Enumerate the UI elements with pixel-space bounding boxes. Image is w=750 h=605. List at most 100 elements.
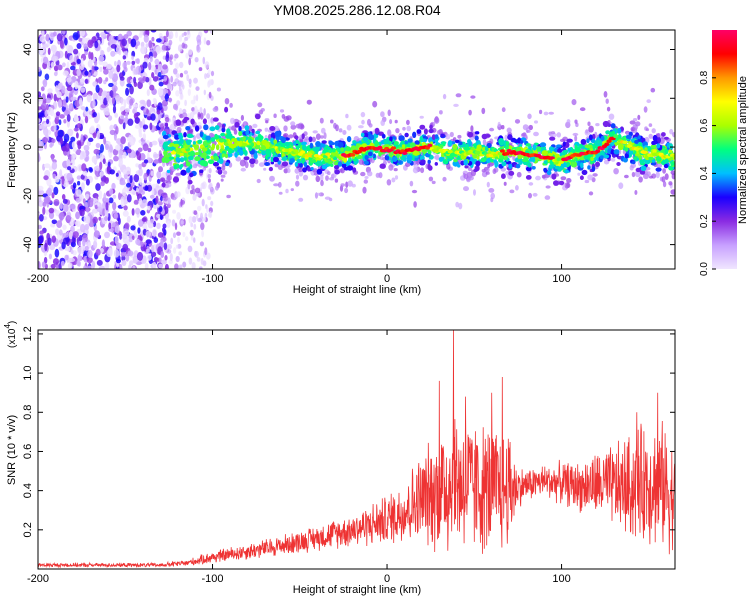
- spectrogram-cell: [214, 135, 220, 140]
- spectrogram-cell: [112, 148, 119, 156]
- spectrogram-cell: [184, 99, 188, 107]
- spectrogram-cell: [58, 119, 62, 126]
- spectrogram-cell: [489, 158, 494, 163]
- spectrogram-cell: [187, 88, 191, 97]
- spectrogram-cell: [208, 79, 213, 86]
- spectrogram-cell: [206, 206, 209, 213]
- spectrogram-cell: [166, 174, 172, 181]
- spectrogram-cell: [113, 249, 120, 258]
- colorbar-gradient: [712, 30, 737, 269]
- spectrogram-frame: [37, 29, 676, 270]
- spectrogram-cell: [119, 180, 126, 186]
- spectrogram-cell: [340, 167, 345, 174]
- spectrogram-cell: [99, 170, 105, 177]
- spectrogram-cell: [265, 150, 272, 155]
- spectrogram-cell: [154, 64, 159, 70]
- spectrogram-cell: [208, 91, 212, 99]
- spectrogram-cell: [192, 194, 197, 201]
- spectrogram-cell: [150, 170, 154, 176]
- spectrogram-cell: [319, 135, 325, 139]
- spectrogram-cell: [76, 68, 81, 77]
- spectrogram-cell: [657, 137, 661, 144]
- spectrogram-cell: [166, 169, 171, 174]
- spectrogram-cell: [78, 97, 83, 106]
- spectrogram-cell: [213, 155, 219, 161]
- spectrogram-cell: [49, 244, 55, 251]
- spectrogram-cell: [226, 128, 231, 135]
- spectrogram-cell: [196, 257, 201, 262]
- spectrogram-cell: [308, 147, 314, 152]
- spectrogram-cell: [260, 108, 265, 112]
- spectrogram-cell: [113, 132, 117, 141]
- spectrogram-cell: [539, 142, 547, 148]
- spectrogram-cell: [345, 181, 349, 188]
- spectrogram-cell: [476, 144, 482, 151]
- spectrogram-cell: [584, 129, 591, 136]
- spectrogram-cell: [132, 265, 136, 269]
- spectrogram-cell: [257, 102, 263, 108]
- spectrogram-cell: [387, 129, 392, 136]
- spectrogram-cell: [63, 237, 69, 245]
- spectrogram-cell: [532, 144, 537, 151]
- spectrogram-cell: [70, 241, 76, 248]
- spectrogram-cell: [64, 254, 69, 261]
- spectrogram-cell: [414, 140, 420, 146]
- spectrogram-cell: [319, 174, 324, 182]
- spectrogram-cell: [380, 119, 386, 126]
- spectrogram-cell: [87, 39, 94, 49]
- spectrogram-cell: [508, 145, 513, 150]
- spectrogram-cell: [639, 170, 646, 175]
- spectrogram-cell: [234, 151, 238, 158]
- spectrogram-cell: [39, 35, 46, 43]
- spectrogram-cell: [622, 157, 629, 163]
- spectrogram-cell: [175, 244, 179, 249]
- spectrogram-cell: [587, 165, 591, 170]
- spectrogram-cell: [204, 61, 210, 69]
- spectrogram-cell: [556, 144, 562, 148]
- spectrogram-cell: [120, 115, 125, 120]
- spectrogram-cell: [156, 257, 160, 262]
- spectrogram-cell: [139, 177, 142, 185]
- spectrogram-cell: [328, 140, 333, 145]
- spectrogram-cell: [192, 188, 196, 195]
- spectrogram-cell: [53, 93, 57, 102]
- spectrogram-cell: [497, 121, 501, 128]
- spectrogram-cell: [346, 124, 352, 131]
- spectrogram-cell: [44, 242, 48, 252]
- spectrogram-cell: [186, 74, 190, 82]
- spectrogram-cell: [196, 34, 202, 43]
- spectrogram-cell: [94, 60, 98, 67]
- spectrogram-cell: [361, 143, 367, 148]
- spectrogram-ridge-point: [622, 140, 628, 145]
- spectrogram-cell: [151, 72, 155, 79]
- spectrogram-cell: [110, 50, 116, 57]
- spectrogram-cell: [247, 137, 252, 144]
- spectrogram-cell: [162, 223, 167, 229]
- spectrogram-cell: [120, 97, 124, 105]
- spectrogram-cell: [115, 172, 119, 177]
- spectrogram-cell: [69, 55, 74, 63]
- spectrogram-cell: [102, 158, 106, 165]
- spectrogram-cell: [548, 111, 554, 115]
- spectrogram-cell: [180, 220, 185, 225]
- spectrogram-cell: [346, 136, 352, 143]
- spectrogram-cell: [207, 196, 212, 201]
- spectrogram-cell: [334, 178, 339, 183]
- spectrogram-cell: [238, 149, 244, 156]
- spectrogram-cell: [215, 185, 219, 191]
- spectrogram-cell: [613, 168, 619, 175]
- spectrogram-cell: [613, 149, 620, 155]
- spectrogram-cell: [129, 85, 134, 95]
- spectrogram-cell: [525, 175, 532, 180]
- spectrogram-cell: [345, 146, 352, 152]
- spectrogram-cell: [113, 87, 117, 96]
- spectrogram-cell: [175, 156, 180, 163]
- spectrogram-cell: [214, 125, 220, 131]
- spectrogram-cell: [439, 110, 443, 115]
- spectrogram-cell: [116, 138, 122, 145]
- spectrogram-cell: [515, 185, 519, 191]
- spectrogram-cell: [564, 182, 570, 189]
- spectrogram-cell: [93, 240, 98, 249]
- spectrogram-cell: [404, 132, 409, 138]
- spectrogram-cell: [82, 170, 88, 176]
